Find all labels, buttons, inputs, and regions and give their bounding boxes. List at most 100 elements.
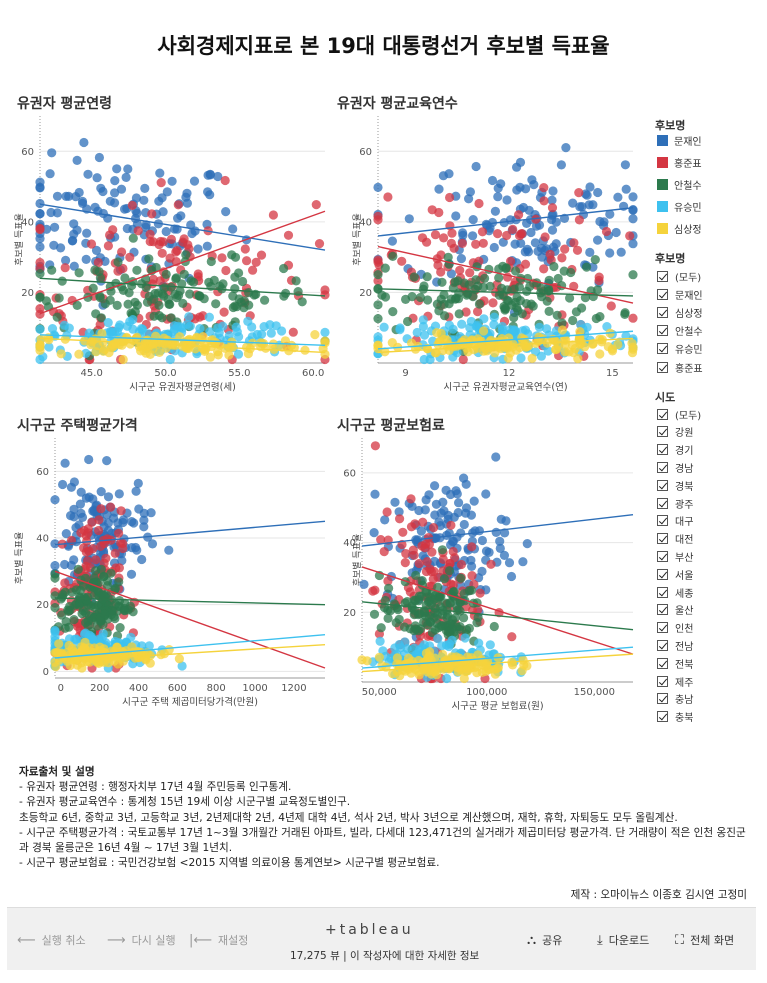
data-point: [470, 526, 480, 536]
filter-checkbox-item[interactable]: 홍준표: [657, 358, 703, 376]
filter-checkbox-item[interactable]: 전북: [657, 654, 693, 672]
filter-label: 인천: [675, 624, 694, 636]
checkbox-icon[interactable]: [657, 550, 668, 562]
data-point: [449, 512, 459, 522]
checkbox-icon[interactable]: [657, 622, 668, 634]
data-point: [471, 161, 481, 172]
tableau-logo[interactable]: +tableau: [325, 922, 414, 938]
checkbox-icon[interactable]: [657, 325, 668, 337]
share-button[interactable]: ⛬ 공유: [527, 932, 562, 948]
filter-checkbox-item[interactable]: (모두): [657, 267, 701, 285]
filter-checkbox-item[interactable]: 충남: [657, 690, 693, 708]
legend-item[interactable]: 문재인: [657, 131, 702, 149]
checkbox-icon[interactable]: [657, 604, 668, 616]
data-point: [464, 194, 474, 204]
checkbox-icon[interactable]: [657, 288, 668, 300]
data-point: [279, 263, 289, 274]
filter-checkbox-item[interactable]: 대전: [657, 530, 693, 548]
fullscreen-button[interactable]: ⛶ 전체 화면: [675, 932, 734, 948]
checkbox-icon[interactable]: [657, 426, 668, 438]
data-point: [74, 268, 84, 278]
filter-checkbox-item[interactable]: (모두): [657, 405, 701, 423]
checkbox-icon[interactable]: [657, 586, 668, 598]
checkbox-icon[interactable]: [657, 408, 668, 420]
data-point: [58, 590, 68, 600]
data-point: [110, 548, 120, 559]
data-point: [97, 328, 107, 339]
data-point: [102, 581, 112, 591]
filter-checkbox-item[interactable]: 세종: [657, 583, 693, 601]
checkbox-icon[interactable]: [657, 711, 668, 723]
checkbox-icon[interactable]: [657, 675, 668, 687]
filter-checkbox-item[interactable]: 광주: [657, 494, 693, 512]
data-point: [458, 354, 468, 365]
filter-checkbox-item[interactable]: 경기: [657, 441, 693, 459]
reset-button[interactable]: |⟵ 재설정: [189, 932, 248, 948]
data-point: [423, 295, 433, 305]
data-point: [145, 236, 155, 247]
filter-checkbox-item[interactable]: 문재인: [657, 285, 703, 303]
data-point: [96, 183, 106, 193]
checkbox-icon[interactable]: [657, 343, 668, 355]
checkbox-icon[interactable]: [657, 479, 668, 491]
checkbox-icon[interactable]: [657, 497, 668, 509]
reset-icon: |⟵: [189, 932, 213, 948]
filter-checkbox-item[interactable]: 전남: [657, 636, 693, 654]
y-axis-label: 후보별 득표율: [14, 532, 25, 585]
checkbox-icon[interactable]: [657, 657, 668, 669]
filter-checkbox-item[interactable]: 충북: [657, 708, 693, 726]
data-point: [533, 246, 543, 256]
data-point: [485, 281, 495, 291]
checkbox-icon[interactable]: [657, 444, 668, 456]
data-point: [390, 497, 400, 507]
undo-button[interactable]: ⟵ 실행 취소: [17, 932, 86, 948]
data-point: [534, 322, 545, 332]
filter-checkbox-item[interactable]: 인천: [657, 619, 693, 637]
data-point: [115, 320, 125, 330]
data-point: [318, 344, 328, 354]
checkbox-icon[interactable]: [657, 306, 668, 318]
view-count[interactable]: 17,275 뷰 | 이 작성자에 대한 자세한 정보: [290, 950, 480, 962]
data-point: [244, 288, 254, 298]
filter-checkbox-item[interactable]: 울산: [657, 601, 693, 619]
panel-title-housing: 시구군 주택평균가격: [17, 418, 138, 434]
checkbox-icon[interactable]: [657, 270, 668, 282]
filter-checkbox-item[interactable]: 경남: [657, 458, 693, 476]
legend-item[interactable]: 홍준표: [657, 153, 702, 171]
filter-checkbox-item[interactable]: 제주: [657, 672, 693, 690]
legend-item[interactable]: 안철수: [657, 175, 702, 193]
data-point: [132, 300, 142, 310]
data-point: [203, 187, 213, 197]
checkbox-icon[interactable]: [657, 361, 668, 373]
filter-checkbox-item[interactable]: 서울: [657, 565, 693, 583]
checkbox-icon[interactable]: [657, 515, 668, 527]
data-point: [471, 321, 481, 331]
filter-checkbox-item[interactable]: 대구: [657, 512, 693, 530]
filter-checkbox-item[interactable]: 강원: [657, 423, 693, 441]
data-point: [140, 183, 150, 193]
y-tick-label: 60: [21, 147, 34, 158]
filter-checkbox-item[interactable]: 경북: [657, 476, 693, 494]
filter-checkbox-item[interactable]: 부산: [657, 547, 693, 565]
data-point: [454, 309, 464, 319]
checkbox-icon[interactable]: [657, 461, 668, 473]
download-button[interactable]: ⤓ 다운로드: [597, 932, 649, 948]
redo-button[interactable]: ⟶ 다시 실행: [107, 932, 176, 948]
data-point: [369, 609, 380, 619]
legend-item[interactable]: 심상정: [657, 219, 702, 237]
filter-checkbox-item[interactable]: 유승민: [657, 340, 703, 358]
checkbox-icon[interactable]: [657, 639, 668, 651]
data-point: [60, 458, 70, 468]
filter-checkbox-item[interactable]: 안철수: [657, 322, 703, 340]
data-point: [175, 332, 185, 342]
data-point: [221, 265, 231, 276]
legend-item[interactable]: 유승민: [657, 197, 702, 215]
x-tick-label: 150,000: [574, 687, 615, 698]
data-point: [139, 522, 149, 532]
data-point: [161, 226, 171, 237]
checkbox-icon[interactable]: [657, 568, 668, 580]
checkbox-icon[interactable]: [657, 533, 668, 545]
filter-checkbox-item[interactable]: 심상정: [657, 303, 703, 321]
filter-label: 광주: [675, 499, 694, 511]
checkbox-icon[interactable]: [657, 693, 668, 705]
